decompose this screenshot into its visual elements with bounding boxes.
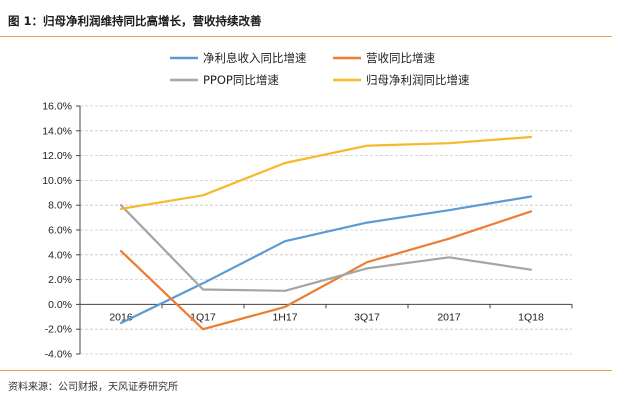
legend-label: 净利息收入同比增速: [203, 51, 307, 65]
legend: 净利息收入同比增速 营收同比增速 PPOP同比增速 归母净利润同比增速: [170, 51, 470, 87]
grid-lines: [80, 105, 572, 355]
figure-title: 图 1：归母净利润维持同比高增长，营收持续改善: [8, 14, 262, 28]
y-tick-label: 4.0%: [48, 249, 72, 261]
series-line-0: [119, 195, 533, 325]
y-tick-label: -2.0%: [45, 324, 72, 336]
y-tick-label: 2.0%: [48, 274, 72, 286]
y-tick-label: 12.0%: [42, 150, 72, 162]
y-tick-label: 8.0%: [48, 200, 72, 212]
source-note: 资料来源：公司财报，天风证券研究所: [8, 382, 178, 393]
x-tick-label: 1H17: [272, 311, 297, 323]
y-tick-label: 10.0%: [42, 175, 72, 187]
y-axis-ticks: 16.0% 14.0% 12.0% 10.0% 8.0% 6.0% 4.0% 2.0% 0.0%…: [42, 101, 72, 361]
x-axis-ticks: 2016 1Q17 1H17 3Q17 2017 1Q18: [109, 311, 544, 323]
y-tick-label: 6.0%: [48, 225, 72, 237]
x-tick-label: 1Q18: [518, 311, 544, 323]
x-tick-label: 3Q17: [354, 311, 380, 323]
x-tick-label: 1Q17: [190, 311, 216, 323]
y-tick-label: 0.0%: [48, 299, 72, 311]
x-tick-label: 2016: [109, 311, 133, 323]
axes: [76, 105, 573, 355]
series-line-1: [119, 210, 533, 331]
legend-label: 营收同比增速: [366, 51, 435, 65]
series-line-3: [119, 135, 533, 210]
y-tick-label: -4.0%: [45, 349, 72, 361]
legend-label: PPOP同比增速: [203, 73, 279, 87]
series-line-2: [119, 204, 533, 292]
x-tick-label: 2017: [437, 311, 461, 323]
series-lines: [119, 135, 533, 331]
y-tick-label: 14.0%: [42, 125, 72, 137]
footer-divider: [0, 370, 612, 371]
legend-label: 归母净利润同比增速: [366, 73, 470, 87]
y-tick-label: 16.0%: [42, 101, 72, 113]
header-divider: [0, 36, 612, 37]
